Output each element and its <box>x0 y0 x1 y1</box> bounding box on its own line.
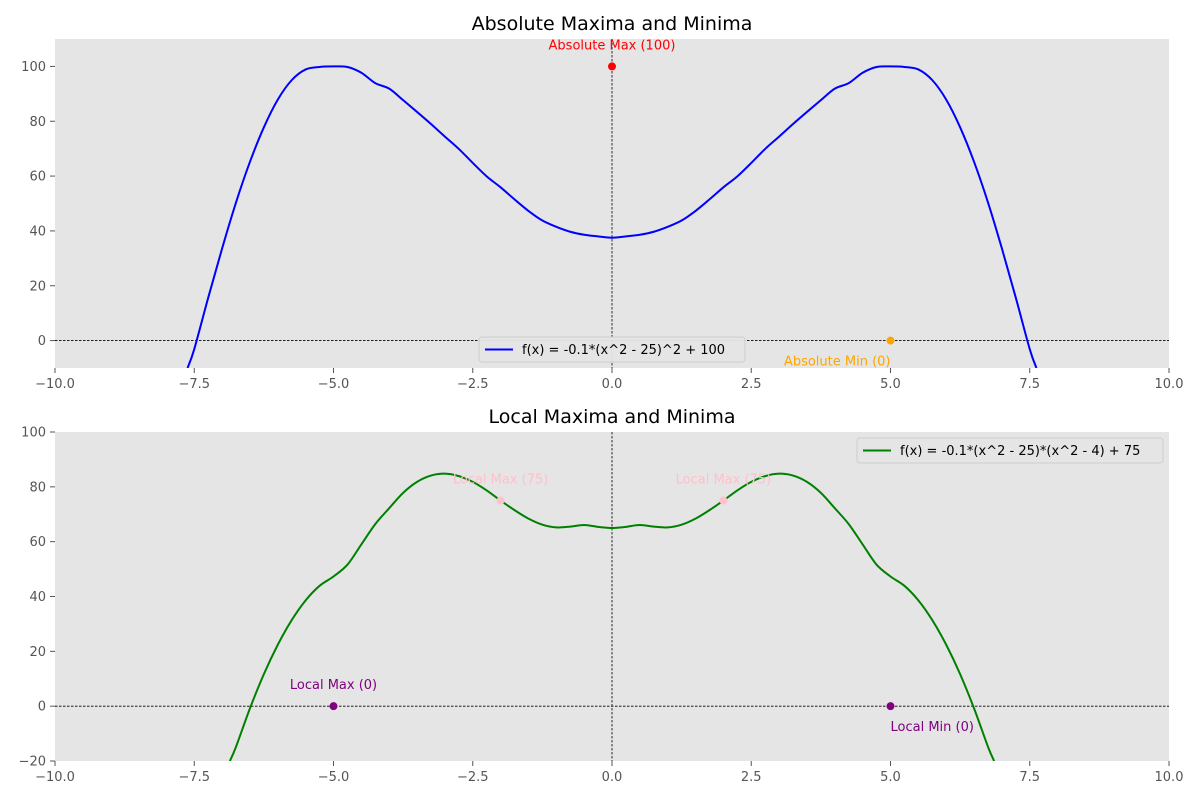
chart-title: Local Maxima and Minima <box>489 406 736 428</box>
chart-title: Absolute Maxima and Minima <box>472 13 753 35</box>
y-tick-label: 60 <box>29 170 46 185</box>
data-point-marker <box>886 336 895 345</box>
legend-box <box>856 437 1164 464</box>
y-tick-label: 100 <box>21 60 46 75</box>
x-tick-label: −2.5 <box>457 770 489 785</box>
point-annotation: Absolute Max (100) <box>549 38 676 53</box>
x-tick-label: 10.0 <box>1155 770 1184 785</box>
legend: f(x) = -0.1*(x^2 - 25)^2 + 100 <box>478 336 746 363</box>
series-line-1 <box>228 472 996 761</box>
legend-box <box>478 336 746 363</box>
data-point-marker <box>329 702 338 711</box>
point-annotation: Local Min (0) <box>891 720 974 735</box>
x-tick-label: −10.0 <box>35 770 75 785</box>
plot-content <box>55 432 1169 761</box>
x-tick-label: −2.5 <box>457 377 489 392</box>
data-point-marker <box>496 496 505 505</box>
x-tick-label: 5.0 <box>880 377 901 392</box>
x-tick-label: −10.0 <box>35 377 75 392</box>
data-point-marker <box>886 702 895 711</box>
x-tick-label: −5.0 <box>318 770 350 785</box>
x-tick-label: −7.5 <box>178 377 210 392</box>
y-tick-label: 80 <box>29 115 46 130</box>
x-tick-label: 10.0 <box>1155 377 1184 392</box>
legend-label: f(x) = -0.1*(x^2 - 25)^2 + 100 <box>522 343 725 358</box>
data-point-marker <box>719 496 728 505</box>
series-line-1 <box>186 65 1038 368</box>
point-annotation: Local Max (75) <box>453 473 549 488</box>
subplot-1: Absolute Maxima and Minima −10.0 −7.5 −5.0 −… <box>21 13 1183 392</box>
x-tick-label: 7.5 <box>1019 377 1040 392</box>
y-tick-label: 40 <box>29 590 46 605</box>
legend-label: f(x) = -0.1*(x^2 - 25)*(x^2 - 4) + 75 <box>900 444 1140 459</box>
x-tick-label: 7.5 <box>1019 770 1040 785</box>
data-point-marker <box>608 62 616 71</box>
x-tick-label: 5.0 <box>880 770 901 785</box>
x-tick-label: 0.0 <box>602 377 623 392</box>
y-tick-label: 100 <box>21 426 46 441</box>
x-tick-label: −5.0 <box>318 377 350 392</box>
point-annotation: Local Max (75) <box>676 473 772 488</box>
subplot-2: Local Maxima and Minima −10.0 −7.5 −5.0 −2.5… <box>19 406 1184 785</box>
y-tick-label: −20 <box>19 755 46 770</box>
y-tick-label: 60 <box>29 535 46 550</box>
y-tick-label: 0 <box>38 700 46 715</box>
y-tick-label: 20 <box>29 645 46 660</box>
y-tick-label: 20 <box>29 279 46 294</box>
point-annotation: Absolute Min (0) <box>784 355 891 370</box>
x-tick-label: 2.5 <box>741 770 762 785</box>
x-tick-label: 0.0 <box>602 770 623 785</box>
y-tick-label: 40 <box>29 224 46 239</box>
legend: f(x) = -0.1*(x^2 - 25)*(x^2 - 4) + 75 <box>856 437 1164 464</box>
y-tick-label: 0 <box>38 334 46 349</box>
y-tick-label: 80 <box>29 480 46 495</box>
x-tick-label: 2.5 <box>741 377 762 392</box>
x-tick-label: −7.5 <box>178 770 210 785</box>
point-annotation: Local Max (0) <box>290 678 377 693</box>
